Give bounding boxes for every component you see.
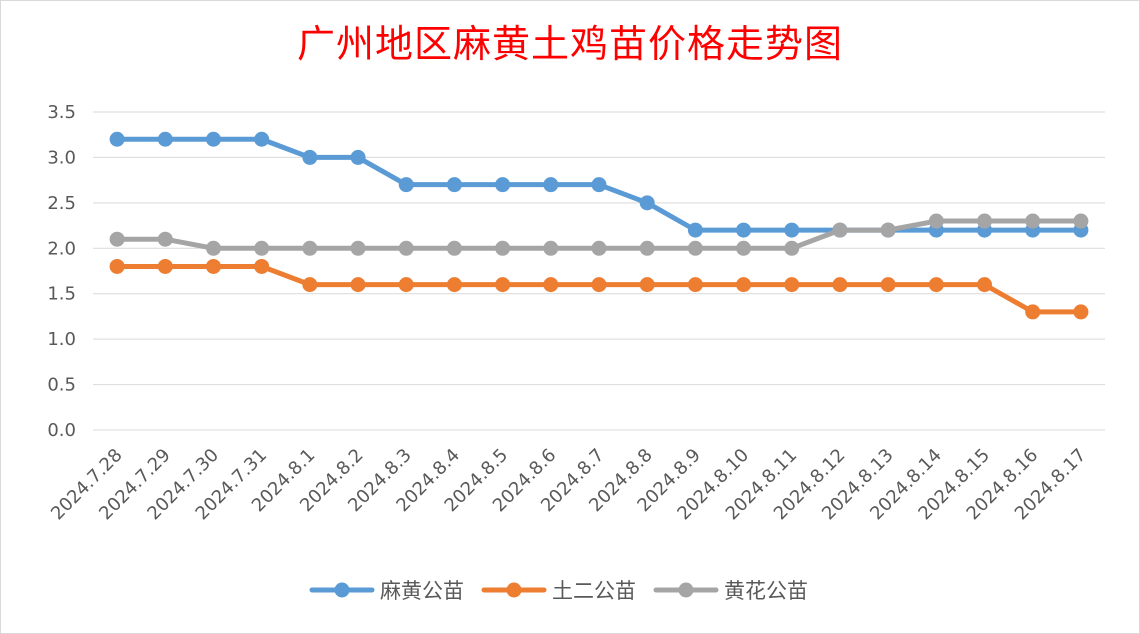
y-axis-tick-labels: 0.0 0.5 1.0 1.5 2.0 2.5 3.0 3.5 — [47, 102, 76, 441]
data-point — [157, 131, 173, 147]
y-tick-label: 3.5 — [47, 102, 76, 123]
data-point — [350, 277, 366, 293]
data-point — [205, 131, 221, 147]
data-point — [880, 222, 896, 238]
data-point — [1025, 304, 1041, 320]
data-point — [639, 240, 655, 256]
data-point — [495, 240, 511, 256]
data-point — [495, 277, 511, 293]
y-tick-label: 2.5 — [47, 193, 76, 214]
data-point — [109, 231, 125, 247]
series-lines — [109, 131, 1089, 320]
data-point — [302, 240, 318, 256]
data-point — [736, 240, 752, 256]
data-point — [1073, 213, 1089, 229]
data-point — [1073, 304, 1089, 320]
data-point — [784, 240, 800, 256]
data-point — [157, 231, 173, 247]
data-point — [591, 177, 607, 193]
data-point — [639, 277, 655, 293]
legend-marker — [678, 582, 694, 598]
data-point — [446, 240, 462, 256]
legend-label: 黄花公苗 — [724, 579, 808, 603]
y-tick-label: 0.5 — [47, 375, 76, 396]
data-point — [302, 149, 318, 165]
y-tick-label: 1.0 — [47, 329, 76, 350]
series-2 — [109, 258, 1089, 320]
data-point — [543, 177, 559, 193]
data-point — [687, 240, 703, 256]
legend-item: 麻黄公苗 — [309, 579, 464, 603]
data-point — [495, 177, 511, 193]
y-tick-label: 0.0 — [47, 420, 76, 441]
data-point — [784, 222, 800, 238]
data-point — [398, 177, 414, 193]
data-point — [639, 195, 655, 211]
data-point — [784, 277, 800, 293]
chart-title: 广州地区麻黄土鸡苗价格走势图 — [296, 22, 843, 66]
legend-item: 土二公苗 — [481, 579, 636, 603]
data-point — [398, 240, 414, 256]
legend-marker — [334, 582, 350, 598]
y-tick-label: 3.0 — [47, 147, 76, 168]
data-point — [977, 277, 993, 293]
data-point — [832, 222, 848, 238]
data-point — [832, 277, 848, 293]
data-point — [591, 240, 607, 256]
legend-marker — [506, 582, 522, 598]
data-point — [591, 277, 607, 293]
data-point — [977, 213, 993, 229]
data-point — [928, 277, 944, 293]
data-point — [109, 131, 125, 147]
y-tick-label: 1.5 — [47, 284, 76, 305]
data-point — [687, 222, 703, 238]
data-point — [350, 149, 366, 165]
data-point — [157, 258, 173, 274]
data-point — [736, 277, 752, 293]
x-axis-tick-labels: 2024.7.282024.7.292024.7.302024.7.312024… — [47, 445, 1090, 525]
grid-lines — [93, 111, 1105, 431]
data-point — [928, 213, 944, 229]
data-point — [880, 277, 896, 293]
series-3 — [109, 213, 1089, 256]
data-point — [205, 258, 221, 274]
data-point — [543, 240, 559, 256]
legend: 麻黄公苗 土二公苗 黄花公苗 — [309, 579, 808, 603]
data-point — [446, 277, 462, 293]
data-point — [350, 240, 366, 256]
data-point — [398, 277, 414, 293]
data-point — [302, 277, 318, 293]
y-tick-label: 2.0 — [47, 238, 76, 259]
legend-label: 土二公苗 — [552, 579, 636, 603]
data-point — [205, 240, 221, 256]
data-point — [109, 258, 125, 274]
data-point — [543, 277, 559, 293]
legend-label: 麻黄公苗 — [380, 579, 464, 603]
data-point — [736, 222, 752, 238]
data-point — [687, 277, 703, 293]
data-point — [254, 258, 270, 274]
data-point — [254, 240, 270, 256]
legend-item: 黄花公苗 — [653, 579, 808, 603]
data-point — [254, 131, 270, 147]
data-point — [446, 177, 462, 193]
data-point — [1025, 213, 1041, 229]
